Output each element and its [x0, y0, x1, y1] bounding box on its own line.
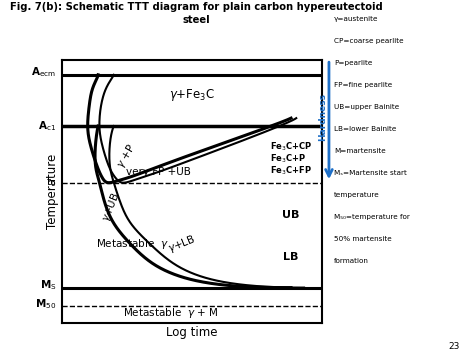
Text: γ=austenite: γ=austenite	[334, 16, 379, 22]
Text: $\gamma$+Fe$_3$C: $\gamma$+Fe$_3$C	[169, 87, 215, 103]
Text: very FP +UB: very FP +UB	[126, 167, 191, 177]
Text: $\gamma$+UB: $\gamma$+UB	[100, 191, 124, 224]
Text: UB: UB	[283, 211, 300, 220]
Y-axis label: Temperature: Temperature	[46, 154, 59, 229]
Text: Mₛ=Martensite start: Mₛ=Martensite start	[334, 170, 407, 176]
Text: Fe$_3$C+P: Fe$_3$C+P	[270, 153, 307, 165]
Text: M=martensite: M=martensite	[334, 148, 386, 154]
Text: $\gamma$+LB: $\gamma$+LB	[166, 232, 198, 256]
Text: A$_\mathrm{ecm}$: A$_\mathrm{ecm}$	[31, 65, 56, 79]
Text: 50% martensite: 50% martensite	[334, 236, 392, 242]
Text: $\gamma$ +P: $\gamma$ +P	[114, 142, 139, 171]
Text: UB=upper Bainite: UB=upper Bainite	[334, 104, 400, 110]
Text: Metastable  $\gamma$: Metastable $\gamma$	[96, 237, 168, 251]
Text: LB: LB	[283, 252, 299, 262]
Text: M$_\mathrm{S}$: M$_\mathrm{S}$	[40, 278, 56, 292]
Text: Fig. 7(b): Schematic TTT diagram for plain carbon hypereutectoid: Fig. 7(b): Schematic TTT diagram for pla…	[10, 2, 383, 12]
Text: formation: formation	[334, 258, 369, 264]
Text: temperature: temperature	[334, 192, 380, 198]
Text: Fe$_3$C+CP: Fe$_3$C+CP	[270, 141, 313, 153]
Text: M₅₀=temperature for: M₅₀=temperature for	[334, 214, 410, 220]
Text: steel: steel	[183, 15, 210, 25]
Text: CP=coarse pearlite: CP=coarse pearlite	[334, 38, 404, 44]
X-axis label: Log time: Log time	[166, 326, 218, 339]
Text: P=pearlite: P=pearlite	[334, 60, 373, 66]
Text: FP=fine pearlite: FP=fine pearlite	[334, 82, 392, 88]
Text: Fe$_3$C+FP: Fe$_3$C+FP	[270, 164, 312, 177]
Text: t$_0$: t$_0$	[46, 176, 56, 190]
Text: Metastable  $\gamma$ + M: Metastable $\gamma$ + M	[123, 306, 219, 320]
Text: LB=lower Bainite: LB=lower Bainite	[334, 126, 397, 132]
Text: 23: 23	[448, 343, 460, 351]
Text: A$_\mathrm{c1}$: A$_\mathrm{c1}$	[38, 120, 56, 133]
Text: M$_{50}$: M$_{50}$	[35, 297, 56, 311]
Text: Hardness: Hardness	[318, 93, 327, 141]
